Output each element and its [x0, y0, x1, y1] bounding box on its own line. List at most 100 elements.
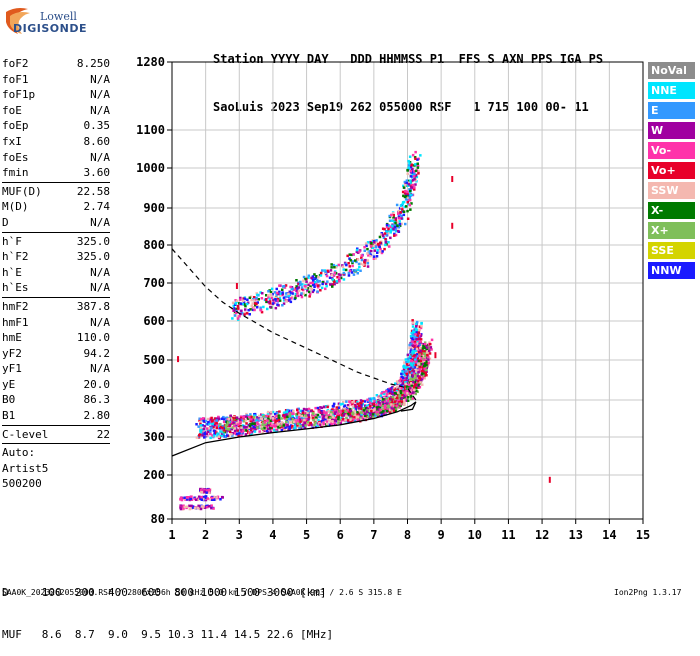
echo-point — [365, 244, 368, 248]
echo-point — [335, 409, 339, 412]
echo-point — [402, 194, 405, 198]
echo-point — [389, 408, 392, 411]
echo-point — [423, 341, 427, 344]
file-info-footer: SAA0K_2023262055000.RSF / 280fx256h 50 k… — [2, 588, 402, 597]
echo-point — [392, 387, 395, 390]
echo-point — [274, 296, 278, 300]
echo-point — [415, 389, 418, 393]
echo-point — [412, 354, 416, 357]
echo-point — [346, 254, 349, 258]
echo-point — [422, 370, 426, 373]
echo-point — [387, 388, 390, 391]
echo-point — [421, 351, 424, 354]
echo-point — [265, 294, 268, 297]
echo-point — [212, 429, 216, 432]
echo-point — [243, 303, 246, 306]
echo-point — [332, 405, 335, 408]
echo-point — [304, 418, 308, 421]
echo-point — [256, 301, 259, 304]
echo-point — [370, 409, 373, 413]
echo-point — [404, 198, 408, 201]
echo-point — [407, 359, 410, 363]
echo-point — [310, 414, 314, 417]
param-value: 325.0 — [76, 250, 110, 264]
echo-point — [273, 418, 276, 422]
echo-point — [404, 375, 407, 378]
echo-point — [408, 369, 411, 373]
echo-point — [230, 427, 233, 431]
echo-point — [410, 360, 414, 363]
echo-point — [275, 411, 278, 414]
echo-point — [398, 394, 401, 397]
echo-point — [333, 280, 336, 283]
echo-point — [362, 407, 365, 410]
echo-point — [383, 232, 387, 235]
echo-point — [285, 413, 288, 416]
echo-point — [408, 196, 412, 199]
param-value: 20.0 — [83, 377, 111, 391]
echo-point — [422, 343, 426, 346]
echo-point — [399, 400, 402, 403]
echo-point — [418, 359, 421, 363]
echo-point — [327, 418, 330, 422]
echo-point — [200, 491, 203, 494]
echo-point — [398, 213, 402, 216]
echo-point — [374, 257, 378, 260]
param-name: foEs — [2, 150, 29, 164]
echo-point — [349, 420, 353, 424]
echo-point — [393, 388, 396, 392]
echo-point — [378, 245, 381, 249]
echo-point — [320, 286, 324, 290]
param-name: hmF1 — [2, 315, 29, 329]
echo-point — [359, 411, 363, 414]
echo-point — [421, 383, 424, 386]
echo-point — [401, 390, 404, 393]
echo-point — [241, 424, 245, 427]
echo-point — [190, 495, 193, 498]
echo-point — [331, 285, 334, 288]
echo-point — [418, 368, 422, 371]
echo-point — [383, 247, 386, 251]
echo-point — [190, 504, 193, 508]
echo-point — [381, 227, 385, 230]
echo-point — [359, 414, 363, 417]
echo-point — [364, 259, 367, 262]
echo-point — [307, 283, 310, 287]
param-value: N/A — [90, 281, 110, 295]
param-row: foEs N/A — [2, 150, 110, 166]
x-tick-label: 8 — [404, 528, 411, 542]
echo-point — [217, 417, 220, 421]
echo-point — [342, 401, 345, 404]
echo-point — [412, 330, 416, 334]
echo-point — [388, 404, 391, 407]
echo-point — [406, 194, 410, 197]
echo-point — [229, 420, 232, 423]
echo-point — [395, 380, 399, 383]
echo-point — [350, 408, 353, 411]
echo-point — [428, 352, 432, 355]
param-row: h`F 325.0 — [2, 234, 110, 250]
echo-point — [298, 418, 302, 421]
echo-point — [257, 423, 260, 426]
echo-point — [278, 410, 281, 413]
echo-point — [372, 244, 375, 248]
echo-point — [351, 411, 355, 415]
echo-point — [386, 229, 390, 233]
echo-point — [411, 173, 415, 176]
echo-point — [261, 431, 264, 435]
echo-point — [411, 183, 414, 187]
echo-point — [412, 372, 416, 375]
echo-point — [323, 411, 326, 415]
echo-point — [418, 354, 421, 358]
param-row: Artist5 — [2, 461, 110, 477]
echo-point — [333, 421, 336, 424]
echo-point — [321, 282, 324, 286]
echo-point — [246, 431, 250, 435]
echo-point — [324, 413, 328, 416]
echo-point — [359, 262, 362, 266]
echo-point — [403, 378, 406, 381]
param-row: Auto: — [2, 445, 110, 461]
echo-point — [340, 416, 343, 420]
echo-point — [332, 263, 335, 267]
echo-point — [199, 417, 203, 421]
